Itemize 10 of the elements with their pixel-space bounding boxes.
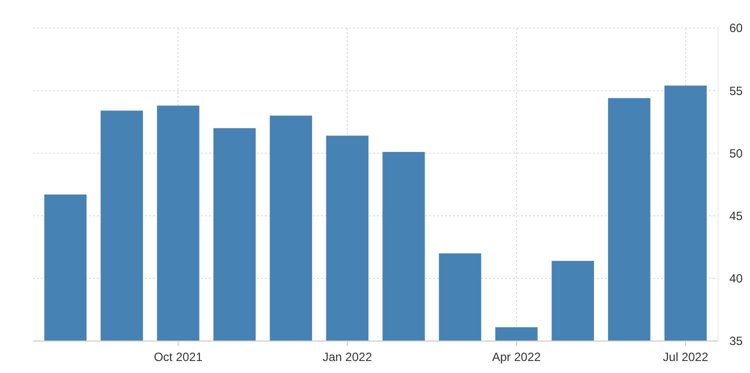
y-tick-label: 50 — [729, 146, 743, 160]
x-tick-label: Jan 2022 — [322, 350, 372, 364]
y-tick-label: 40 — [729, 272, 743, 286]
x-tick-label: Oct 2021 — [154, 350, 203, 364]
y-tick-label: 45 — [729, 209, 743, 223]
y-tick-label: 35 — [729, 334, 743, 348]
x-tick-label: Jul 2022 — [662, 350, 709, 364]
y-tick-label: 55 — [729, 84, 743, 98]
x-tick-label: Apr 2022 — [492, 350, 542, 364]
y-tick-label: 60 — [729, 21, 743, 36]
